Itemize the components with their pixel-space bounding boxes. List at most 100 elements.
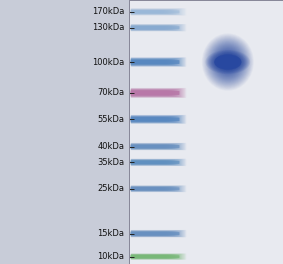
FancyBboxPatch shape bbox=[131, 89, 179, 97]
Ellipse shape bbox=[209, 41, 247, 83]
FancyBboxPatch shape bbox=[131, 143, 184, 150]
FancyBboxPatch shape bbox=[131, 145, 162, 148]
FancyBboxPatch shape bbox=[131, 61, 162, 63]
FancyBboxPatch shape bbox=[131, 25, 173, 30]
FancyBboxPatch shape bbox=[131, 254, 175, 259]
Text: 170kDa: 170kDa bbox=[92, 7, 125, 16]
Ellipse shape bbox=[212, 53, 244, 71]
FancyBboxPatch shape bbox=[131, 143, 182, 150]
FancyBboxPatch shape bbox=[131, 58, 179, 66]
Ellipse shape bbox=[220, 58, 235, 66]
FancyBboxPatch shape bbox=[131, 118, 162, 120]
FancyBboxPatch shape bbox=[131, 26, 166, 29]
FancyBboxPatch shape bbox=[131, 145, 166, 148]
FancyBboxPatch shape bbox=[131, 161, 165, 164]
Ellipse shape bbox=[208, 40, 248, 84]
FancyBboxPatch shape bbox=[131, 254, 174, 259]
FancyBboxPatch shape bbox=[131, 59, 171, 65]
FancyBboxPatch shape bbox=[131, 145, 169, 148]
FancyBboxPatch shape bbox=[131, 89, 181, 97]
FancyBboxPatch shape bbox=[131, 188, 161, 190]
Ellipse shape bbox=[216, 50, 239, 74]
FancyBboxPatch shape bbox=[131, 92, 162, 94]
FancyBboxPatch shape bbox=[131, 161, 179, 164]
FancyBboxPatch shape bbox=[131, 185, 185, 192]
FancyBboxPatch shape bbox=[131, 159, 186, 166]
FancyBboxPatch shape bbox=[131, 57, 186, 67]
FancyBboxPatch shape bbox=[131, 10, 166, 13]
FancyBboxPatch shape bbox=[131, 26, 179, 29]
FancyBboxPatch shape bbox=[131, 8, 186, 16]
FancyBboxPatch shape bbox=[131, 91, 165, 95]
FancyBboxPatch shape bbox=[131, 159, 179, 165]
Ellipse shape bbox=[221, 55, 234, 69]
FancyBboxPatch shape bbox=[131, 186, 178, 191]
FancyBboxPatch shape bbox=[131, 254, 179, 259]
FancyBboxPatch shape bbox=[131, 144, 177, 149]
FancyBboxPatch shape bbox=[131, 117, 169, 121]
FancyBboxPatch shape bbox=[131, 230, 184, 237]
FancyBboxPatch shape bbox=[131, 89, 175, 96]
Ellipse shape bbox=[211, 53, 245, 72]
FancyBboxPatch shape bbox=[131, 159, 178, 165]
FancyBboxPatch shape bbox=[131, 60, 167, 64]
FancyBboxPatch shape bbox=[131, 186, 174, 191]
Ellipse shape bbox=[214, 47, 241, 77]
FancyBboxPatch shape bbox=[131, 256, 161, 257]
Ellipse shape bbox=[215, 48, 241, 76]
FancyBboxPatch shape bbox=[131, 159, 182, 166]
FancyBboxPatch shape bbox=[131, 159, 181, 166]
FancyBboxPatch shape bbox=[131, 254, 178, 259]
Ellipse shape bbox=[207, 51, 249, 73]
FancyBboxPatch shape bbox=[131, 26, 163, 29]
FancyBboxPatch shape bbox=[131, 61, 161, 63]
FancyBboxPatch shape bbox=[131, 10, 174, 14]
FancyBboxPatch shape bbox=[131, 187, 179, 190]
Text: 100kDa: 100kDa bbox=[92, 58, 125, 67]
FancyBboxPatch shape bbox=[131, 91, 167, 95]
FancyBboxPatch shape bbox=[131, 58, 178, 65]
FancyBboxPatch shape bbox=[131, 231, 178, 237]
FancyBboxPatch shape bbox=[131, 254, 182, 260]
FancyBboxPatch shape bbox=[131, 25, 174, 30]
Ellipse shape bbox=[218, 57, 238, 67]
FancyBboxPatch shape bbox=[131, 187, 173, 191]
FancyBboxPatch shape bbox=[131, 253, 185, 260]
FancyBboxPatch shape bbox=[131, 144, 174, 149]
FancyBboxPatch shape bbox=[131, 25, 177, 30]
FancyBboxPatch shape bbox=[131, 25, 181, 31]
FancyBboxPatch shape bbox=[131, 144, 173, 149]
Ellipse shape bbox=[224, 58, 231, 66]
FancyBboxPatch shape bbox=[131, 27, 161, 29]
Text: 55kDa: 55kDa bbox=[98, 115, 125, 124]
FancyBboxPatch shape bbox=[131, 116, 181, 123]
FancyBboxPatch shape bbox=[131, 60, 165, 64]
FancyBboxPatch shape bbox=[131, 115, 184, 124]
FancyBboxPatch shape bbox=[131, 160, 174, 165]
FancyBboxPatch shape bbox=[131, 143, 186, 150]
FancyBboxPatch shape bbox=[131, 187, 163, 190]
FancyBboxPatch shape bbox=[131, 11, 165, 13]
Bar bbox=[129, 0, 283, 264]
FancyBboxPatch shape bbox=[131, 159, 185, 166]
FancyBboxPatch shape bbox=[131, 255, 167, 258]
Bar bbox=[129, 0, 283, 264]
Text: 25kDa: 25kDa bbox=[98, 184, 125, 193]
FancyBboxPatch shape bbox=[131, 90, 173, 96]
FancyBboxPatch shape bbox=[131, 88, 184, 97]
FancyBboxPatch shape bbox=[131, 255, 171, 258]
FancyBboxPatch shape bbox=[131, 232, 170, 235]
FancyBboxPatch shape bbox=[131, 88, 186, 98]
FancyBboxPatch shape bbox=[131, 27, 162, 29]
FancyBboxPatch shape bbox=[131, 186, 179, 192]
FancyBboxPatch shape bbox=[131, 11, 163, 13]
FancyBboxPatch shape bbox=[131, 10, 171, 14]
FancyBboxPatch shape bbox=[131, 160, 171, 164]
Ellipse shape bbox=[222, 59, 234, 65]
FancyBboxPatch shape bbox=[131, 256, 163, 258]
FancyBboxPatch shape bbox=[131, 92, 161, 94]
Ellipse shape bbox=[209, 52, 246, 72]
FancyBboxPatch shape bbox=[131, 91, 179, 95]
FancyBboxPatch shape bbox=[131, 233, 162, 235]
FancyBboxPatch shape bbox=[131, 25, 182, 31]
